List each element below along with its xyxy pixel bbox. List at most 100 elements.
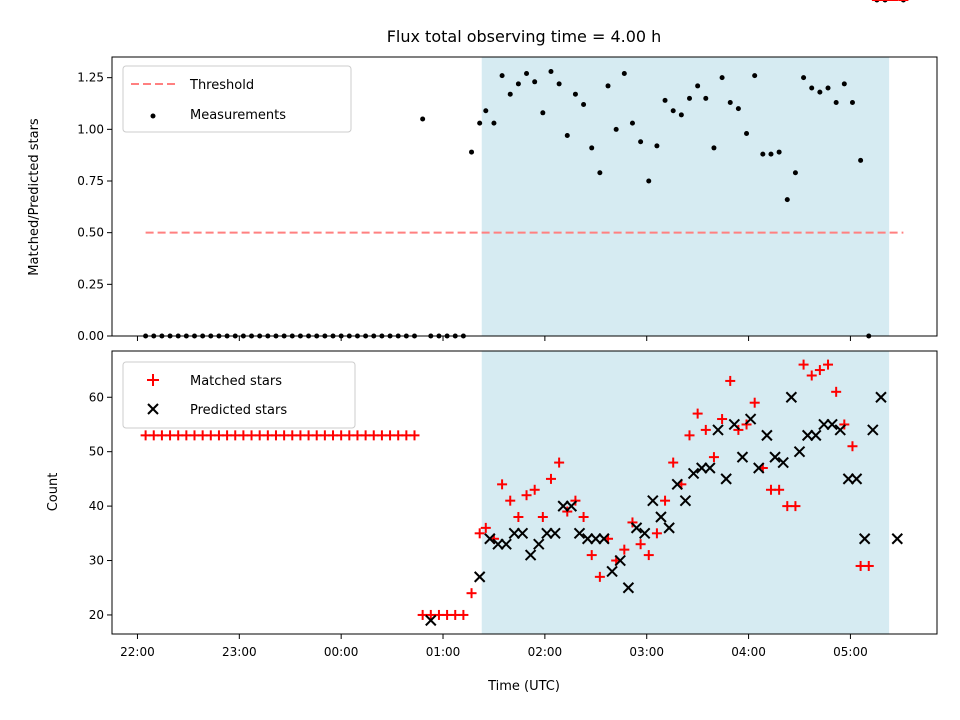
- predicted-star-marker: [541, 527, 553, 540]
- measurement-point: [687, 95, 692, 101]
- predicted-star-marker: [500, 538, 512, 550]
- matched-star-marker: [578, 511, 589, 522]
- matched-star-marker: [466, 588, 477, 599]
- x-tick-label: 22:00: [120, 645, 155, 659]
- matched-star-marker: [847, 441, 858, 452]
- bottom-legend: Matched stars Predicted stars: [122, 361, 356, 429]
- predicted-star-marker: [793, 445, 806, 458]
- matched-star-marker: [708, 452, 719, 463]
- matched-star-marker: [806, 370, 817, 381]
- measurement-point: [752, 73, 758, 79]
- predicted-star-marker: [638, 527, 651, 540]
- bottom-panel: 20 30 40 50 60 22:00 23:00 00:00 01:00 02:00 03:0…: [46, 0, 938, 694]
- measurement-point: [564, 133, 570, 139]
- measurement-point: [735, 106, 741, 112]
- bottom-y-tick-label: 30: [89, 554, 104, 568]
- predicted-star-marker: [753, 462, 765, 474]
- predicted-star-marker: [630, 522, 643, 534]
- measurement-point: [621, 71, 627, 77]
- predicted-star-marker: [850, 473, 863, 485]
- matched-star-marker: [529, 484, 540, 495]
- measurement-point: [825, 85, 831, 91]
- measurement-points: [143, 0, 906, 339]
- predicted-star-marker: [663, 522, 675, 534]
- measurement-point: [833, 99, 839, 105]
- matched-legend-label: Matched stars: [190, 374, 282, 389]
- predicted-star-marker: [744, 413, 757, 425]
- top-y-tick-label: 1.00: [77, 122, 104, 136]
- x-tick-label: 02:00: [528, 645, 563, 659]
- predicted-star-marker: [891, 533, 903, 545]
- predicted-star-marker: [606, 565, 618, 578]
- x-tick-label: 05:00: [833, 645, 868, 659]
- measurement-point: [477, 120, 483, 126]
- predicted-star-marker: [777, 456, 789, 469]
- predicted-star-marker: [696, 462, 708, 474]
- measurement-point: [654, 143, 660, 149]
- measurement-point: [768, 151, 774, 157]
- matched-star-marker: [651, 528, 662, 539]
- matched-legend-swatch: [147, 374, 159, 386]
- predicted-star-marker: [785, 391, 798, 403]
- x-tick-label: 01:00: [426, 645, 461, 659]
- measurement-point: [678, 112, 684, 118]
- matched-star-marker: [480, 522, 491, 533]
- predicted-star-marker: [728, 418, 741, 431]
- predicted-star-marker: [598, 533, 610, 545]
- matched-star-marker: [635, 539, 646, 550]
- predicted-star-marker: [473, 571, 486, 583]
- measurement-point: [638, 139, 644, 145]
- top-shaded-interval: [481, 57, 890, 336]
- predicted-star-marker: [842, 473, 855, 485]
- matched-star-marker: [505, 495, 516, 506]
- measurement-point: [670, 108, 676, 114]
- measurement-point: [646, 178, 652, 184]
- predicted-star-marker: [834, 424, 846, 436]
- top-y-tick-label: 0.50: [77, 226, 104, 240]
- measurement-point: [469, 149, 475, 155]
- measurement-point: [809, 85, 815, 91]
- bottom-plot-frame: [111, 350, 938, 635]
- top-y-axis-ticks: 0.00 0.25 0.50 0.75 1.00 1.25: [77, 71, 112, 343]
- measurement-point: [760, 151, 766, 157]
- matched-star-marker: [700, 424, 711, 435]
- matched-star-marker: [684, 430, 695, 441]
- predicted-star-marker: [425, 614, 437, 627]
- measurement-point: [524, 71, 530, 77]
- x-tick-label: 23:00: [222, 645, 257, 659]
- predicted-star-marker: [679, 494, 692, 507]
- matched-star-marker: [554, 457, 565, 468]
- measurement-point: [703, 95, 709, 101]
- matched-star-marker: [458, 609, 469, 620]
- predicted-star-marker: [687, 467, 700, 480]
- measurement-point: [849, 99, 855, 105]
- top-panel: 0.00 0.25 0.50 0.75 1.00 1.25 Matched/Predict…: [27, 0, 938, 343]
- matched-stars-points: [140, 0, 909, 620]
- predicted-star-marker: [858, 533, 871, 545]
- predicted-star-marker: [647, 494, 659, 507]
- matched-star-marker: [660, 495, 671, 506]
- measurement-point: [589, 145, 595, 151]
- matched-star-marker: [497, 479, 508, 490]
- bottom-y-tick-label: 60: [89, 390, 104, 404]
- measurement-point: [499, 73, 505, 79]
- matched-star-marker: [863, 560, 874, 571]
- measurement-point: [744, 130, 750, 136]
- matched-star-marker: [594, 571, 605, 582]
- bottom-y-axis-label: Count: [46, 473, 61, 512]
- measurement-point: [801, 75, 807, 81]
- measurement-point: [784, 197, 790, 203]
- predicted-star-marker: [524, 549, 537, 561]
- predicted-star-marker: [533, 538, 545, 550]
- measurement-point: [491, 120, 497, 126]
- matched-star-marker: [521, 490, 532, 501]
- predicted-star-marker: [736, 451, 749, 463]
- predicted-stars-points: [425, 391, 903, 627]
- measurement-point: [719, 75, 725, 81]
- predicted-star-marker: [622, 582, 635, 594]
- measurement-point: [581, 102, 587, 108]
- matched-star-marker: [749, 397, 760, 408]
- matched-star-marker: [409, 430, 420, 441]
- measurement-point: [776, 149, 782, 155]
